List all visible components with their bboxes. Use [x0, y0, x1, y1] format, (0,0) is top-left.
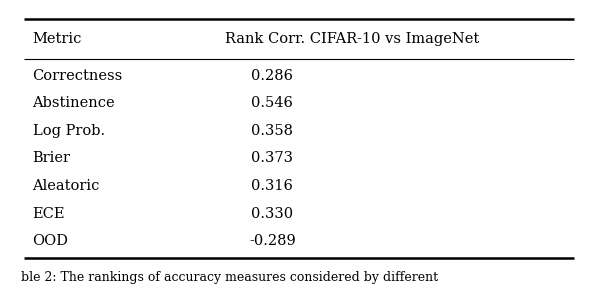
Text: -0.289: -0.289 [249, 234, 295, 248]
Text: 0.373: 0.373 [252, 151, 293, 165]
Text: 0.358: 0.358 [252, 124, 293, 138]
Text: 0.330: 0.330 [251, 206, 294, 221]
Text: Metric: Metric [33, 32, 82, 46]
Text: Correctness: Correctness [33, 69, 123, 83]
Text: Abstinence: Abstinence [33, 96, 115, 110]
Text: 0.316: 0.316 [252, 179, 293, 193]
Text: Log Prob.: Log Prob. [33, 124, 105, 138]
Text: 0.286: 0.286 [252, 69, 293, 83]
Text: OOD: OOD [33, 234, 69, 248]
Text: Rank Corr. CIFAR-10 vs ImageNet: Rank Corr. CIFAR-10 vs ImageNet [225, 32, 479, 46]
Text: 0.546: 0.546 [252, 96, 293, 110]
Text: Brier: Brier [33, 151, 70, 165]
Text: Aleatoric: Aleatoric [33, 179, 100, 193]
Text: ECE: ECE [33, 206, 65, 221]
Text: ble 2: The rankings of accuracy measures considered by different: ble 2: The rankings of accuracy measures… [21, 271, 438, 285]
